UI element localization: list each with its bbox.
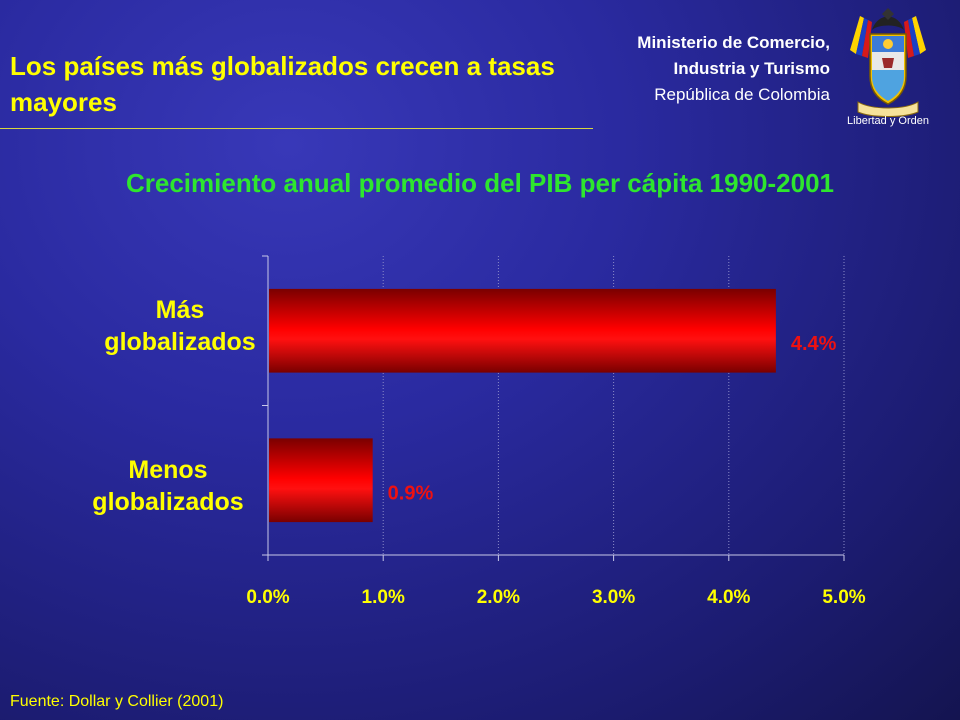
ministry-line-3: República de Colombia: [654, 85, 830, 104]
data-label: 0.9%: [388, 482, 434, 504]
category-label-text: Menos globalizados: [92, 456, 244, 516]
motto-text: Libertad y Orden: [847, 115, 929, 127]
ministry-line-2: Industria y Turismo: [673, 59, 831, 78]
ministry-block: Ministerio de Comercio, Industria y Turi…: [637, 30, 830, 108]
gridlines: [382, 256, 845, 555]
axes: [262, 255, 845, 561]
bars: [269, 288, 776, 523]
slide-title: Los países más globalizados crecen a tas…: [10, 51, 555, 117]
source-note: Fuente: Dollar y Collier (2001): [10, 693, 224, 710]
bar: [269, 288, 776, 373]
chart-title: Crecimiento anual promedio del PIB per c…: [125, 168, 835, 198]
x-tick-label: 5.0%: [822, 587, 865, 608]
data-label: 4.4%: [791, 333, 837, 355]
title-underline: [0, 128, 593, 129]
category-label-text: Más globalizados: [104, 296, 256, 356]
category-label-menos-globalizados: Menos globalizados: [58, 454, 278, 518]
x-tick-label: 1.0%: [362, 587, 405, 608]
x-tick-label: 0.0%: [246, 587, 289, 608]
x-tick-label: 2.0%: [477, 587, 520, 608]
value-labels: 4.4% 0.9%: [388, 333, 837, 505]
x-tick-labels: 0.0% 1.0% 2.0% 3.0% 4.0% 5.0%: [246, 587, 865, 608]
bar: [269, 438, 373, 523]
colombia-coat-of-arms-icon: Libertad y Orden: [847, 8, 929, 127]
x-tick-label: 3.0%: [592, 587, 635, 608]
x-tick-label: 4.0%: [707, 587, 750, 608]
ministry-line-1: Ministerio de Comercio,: [637, 33, 830, 52]
category-label-mas-globalizados: Más globalizados: [70, 294, 290, 358]
